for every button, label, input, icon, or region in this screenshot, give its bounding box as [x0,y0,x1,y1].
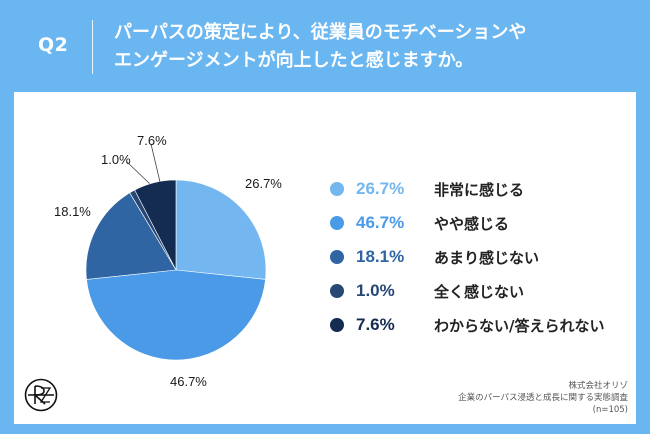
legend-item: 46.7% やや感じる [330,206,604,240]
legend-item: 1.0% 全く感じない [330,274,604,308]
leader-line-4 [126,161,151,185]
pie-slice-2 [86,269,266,361]
pie-slice-5 [134,179,177,271]
header-bar: Q2 パーパスの策定により、従業員のモチベーションや エンゲージメントが向上した… [0,0,650,92]
header-divider [92,20,93,74]
legend-item: 26.7% 非常に感じる [330,172,604,206]
legend-swatch-icon [330,216,344,230]
legend-item: 7.6% わからない/答えられない [330,308,604,342]
source-company: 株式会社オリゾ [568,381,628,391]
pie-slice-3 [85,192,177,280]
legend-label: やや感じる [434,214,510,233]
legend-swatch-icon [330,318,344,332]
question-title: パーパスの策定により、従業員のモチベーションや エンゲージメントが向上したと感じ… [114,19,634,75]
pie-data-label-2: 46.7% [170,374,207,389]
source-note: 株式会社オリゾ 企業のパーパス浸透と成長に関する実態調査 (n=105) [458,380,628,416]
legend-value: 26.7% [356,179,405,198]
legend: 26.7% 非常に感じる 46.7% やや感じる 18.1% あまり感じない 1.0% 全く感… [330,172,604,342]
legend-value: 7.6% [356,315,395,334]
pie-data-label-3: 18.1% [54,204,91,219]
question-title-line-2: エンゲージメントが向上したと感じますか。 [114,50,474,71]
question-title-line-1: パーパスの策定により、従業員のモチベーションや [114,22,527,43]
legend-label: 非常に感じる [434,180,525,199]
legend-swatch-icon [330,284,344,298]
legend-value: 1.0% [356,281,395,300]
legend-label: 全く感じない [434,282,525,301]
source-survey: 企業のパーパス浸透と成長に関する実態調査 [458,393,628,403]
legend-item: 18.1% あまり感じない [330,240,604,274]
legend-label: わからない/答えられない [434,316,605,335]
pie-data-label-4: 1.0% [101,152,131,167]
legend-swatch-icon [330,250,344,264]
pie-data-label-1: 26.7% [245,176,282,191]
question-number: Q2 [38,34,69,56]
leader-line-5 [150,143,161,183]
legend-value: 18.1% [356,247,405,266]
pie-data-label-5: 7.6% [137,133,167,148]
orizo-logo-icon [24,378,58,412]
source-sample-size: (n=105) [592,405,628,415]
legend-swatch-icon [330,182,344,196]
pie-slice-1 [175,179,267,280]
legend-value: 46.7% [356,213,405,232]
legend-label: あまり感じない [434,248,540,267]
